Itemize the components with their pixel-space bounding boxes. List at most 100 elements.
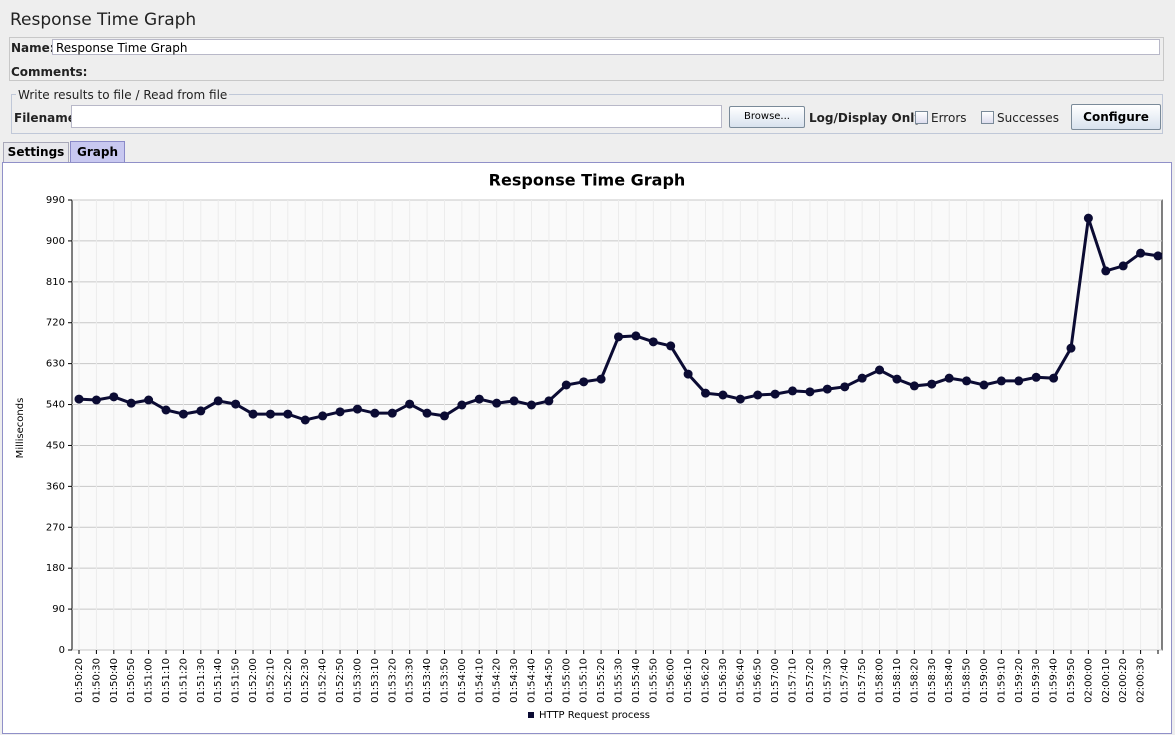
data-point: [648, 337, 658, 347]
x-tick-label: 01:57:40: [840, 658, 851, 703]
x-tick-label: 01:58:40: [944, 658, 955, 703]
x-tick-label: 01:55:40: [631, 658, 642, 703]
x-tick-label: 01:51:00: [144, 658, 155, 703]
file-group: [11, 94, 1163, 134]
filename-label: Filename: [14, 111, 76, 125]
x-tick-label: 01:59:40: [1049, 658, 1060, 703]
x-tick-label: 01:53:00: [352, 658, 363, 703]
data-point: [770, 389, 780, 399]
x-tick-label: 01:55:50: [648, 658, 659, 703]
name-input[interactable]: Response Time Graph: [52, 39, 1160, 55]
y-tick-label: 450: [46, 440, 65, 451]
x-tick-label: 01:53:20: [387, 658, 398, 703]
data-point: [178, 409, 188, 419]
x-tick-label: 01:51:20: [178, 658, 189, 703]
x-tick-label: 01:56:50: [753, 658, 764, 703]
data-point: [1083, 213, 1093, 223]
x-tick-label: 01:51:10: [161, 658, 172, 703]
x-tick-label: 01:58:30: [927, 658, 938, 703]
data-point: [805, 387, 815, 397]
data-point: [683, 369, 693, 379]
data-point: [944, 373, 954, 383]
data-point: [875, 365, 885, 375]
data-point: [231, 399, 241, 409]
x-tick-label: 01:57:20: [805, 658, 816, 703]
data-point: [1101, 266, 1111, 276]
x-tick-label: 01:58:10: [892, 658, 903, 703]
y-tick-label: 180: [46, 563, 65, 574]
data-point: [822, 384, 832, 394]
data-point: [405, 399, 415, 409]
x-tick-label: 01:58:00: [875, 658, 886, 703]
settings-tab[interactable]: Settings: [3, 142, 69, 162]
x-tick-label: 01:54:10: [474, 658, 485, 703]
successes-label: Successes: [997, 111, 1059, 125]
x-tick-label: 01:51:40: [213, 658, 224, 703]
x-tick-label: 01:54:00: [457, 658, 468, 703]
x-tick-label: 02:00:20: [1118, 658, 1129, 703]
data-point: [370, 408, 380, 418]
x-tick-label: 01:51:30: [196, 658, 207, 703]
x-tick-label: 01:56:10: [683, 658, 694, 703]
y-tick-label: 990: [46, 195, 65, 206]
data-point: [631, 331, 641, 341]
data-point: [109, 392, 119, 402]
configure-button[interactable]: Configure: [1071, 104, 1161, 130]
plot-area: [71, 199, 1163, 651]
x-tick-label: 01:50:30: [91, 658, 102, 703]
data-point: [335, 407, 345, 417]
browse-button[interactable]: Browse...: [729, 106, 805, 128]
x-tick-label: 01:57:00: [770, 658, 781, 703]
data-point: [439, 411, 449, 421]
y-tick-label: 0: [59, 645, 65, 656]
legend-label: HTTP Request process: [539, 710, 650, 721]
filename-input[interactable]: [71, 105, 722, 128]
x-tick-label: 01:56:30: [718, 658, 729, 703]
y-tick-label: 90: [52, 604, 65, 615]
data-point: [1153, 251, 1163, 261]
x-tick-label: 01:58:50: [962, 658, 973, 703]
data-point: [962, 376, 972, 386]
data-point: [509, 396, 519, 406]
data-point: [561, 380, 571, 390]
x-tick-label: 01:50:40: [109, 658, 120, 703]
x-tick-label: 01:50:50: [126, 658, 137, 703]
data-point: [74, 394, 84, 404]
x-tick-label: 01:52:10: [265, 658, 276, 703]
x-tick-label: 01:52:30: [300, 658, 311, 703]
data-point: [91, 395, 101, 405]
x-tick-label: 01:51:50: [231, 658, 242, 703]
data-point: [457, 400, 467, 410]
data-point: [144, 395, 154, 405]
x-tick-label: 01:59:30: [1031, 658, 1042, 703]
x-tick-label: 01:57:10: [788, 658, 799, 703]
x-tick-label: 02:00:00: [1083, 658, 1094, 703]
x-tick-label: 01:54:30: [509, 658, 520, 703]
graph-tab[interactable]: Graph: [70, 141, 125, 163]
data-point: [387, 408, 397, 418]
data-point: [788, 386, 798, 396]
data-point: [596, 374, 606, 384]
x-tick-label: 01:52:00: [248, 658, 259, 703]
successes-checkbox[interactable]: [981, 111, 994, 124]
data-point: [126, 398, 136, 408]
y-tick-label: 270: [46, 522, 65, 533]
x-tick-label: 01:55:20: [596, 658, 607, 703]
name-label: Name:: [11, 41, 55, 55]
data-point: [283, 409, 293, 419]
y-tick-label: 810: [46, 277, 65, 288]
data-point: [474, 394, 484, 404]
data-point: [318, 411, 328, 421]
data-point: [300, 415, 310, 425]
errors-checkbox[interactable]: [915, 111, 928, 124]
x-tick-label: 01:52:50: [335, 658, 346, 703]
x-tick-label: 01:53:30: [405, 658, 416, 703]
x-tick-label: 01:54:40: [526, 658, 537, 703]
x-tick-label: 01:56:20: [701, 658, 712, 703]
x-tick-label: 01:59:20: [1014, 658, 1025, 703]
x-tick-label: 01:54:50: [544, 658, 555, 703]
data-point: [979, 380, 989, 390]
data-point: [666, 341, 676, 351]
data-point: [718, 390, 728, 400]
name-panel: [9, 37, 1164, 81]
